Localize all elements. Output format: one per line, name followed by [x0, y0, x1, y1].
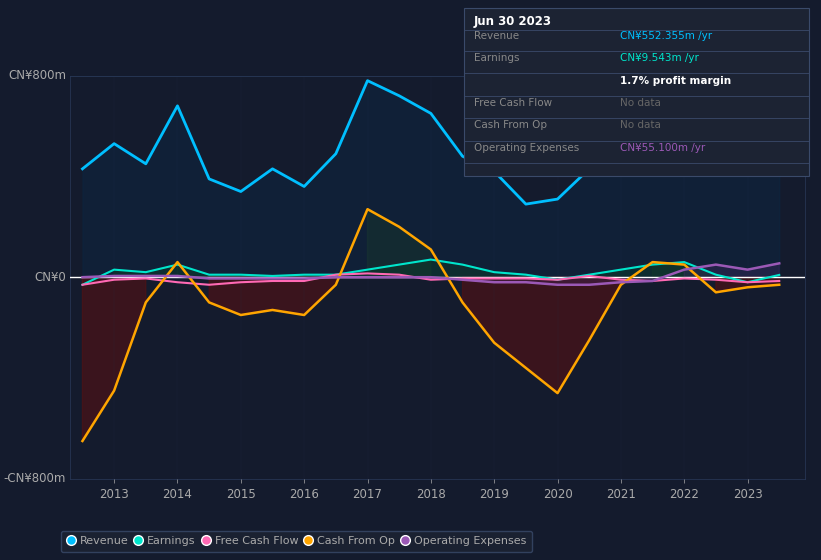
Text: No data: No data	[620, 120, 661, 130]
Text: Earnings: Earnings	[474, 53, 519, 63]
Text: No data: No data	[620, 98, 661, 108]
Text: CN¥0: CN¥0	[34, 270, 67, 284]
Text: CN¥9.543m /yr: CN¥9.543m /yr	[620, 53, 699, 63]
Text: Free Cash Flow: Free Cash Flow	[474, 98, 552, 108]
Text: Jun 30 2023: Jun 30 2023	[474, 15, 552, 28]
Text: CN¥552.355m /yr: CN¥552.355m /yr	[620, 31, 712, 41]
Text: -CN¥800m: -CN¥800m	[4, 472, 67, 486]
Legend: Revenue, Earnings, Free Cash Flow, Cash From Op, Operating Expenses: Revenue, Earnings, Free Cash Flow, Cash …	[61, 531, 532, 552]
Text: CN¥800m: CN¥800m	[8, 69, 67, 82]
Text: Operating Expenses: Operating Expenses	[474, 143, 579, 153]
Text: Revenue: Revenue	[474, 31, 519, 41]
Text: Cash From Op: Cash From Op	[474, 120, 547, 130]
Text: 1.7% profit margin: 1.7% profit margin	[620, 76, 731, 86]
Text: CN¥55.100m /yr: CN¥55.100m /yr	[620, 143, 705, 153]
